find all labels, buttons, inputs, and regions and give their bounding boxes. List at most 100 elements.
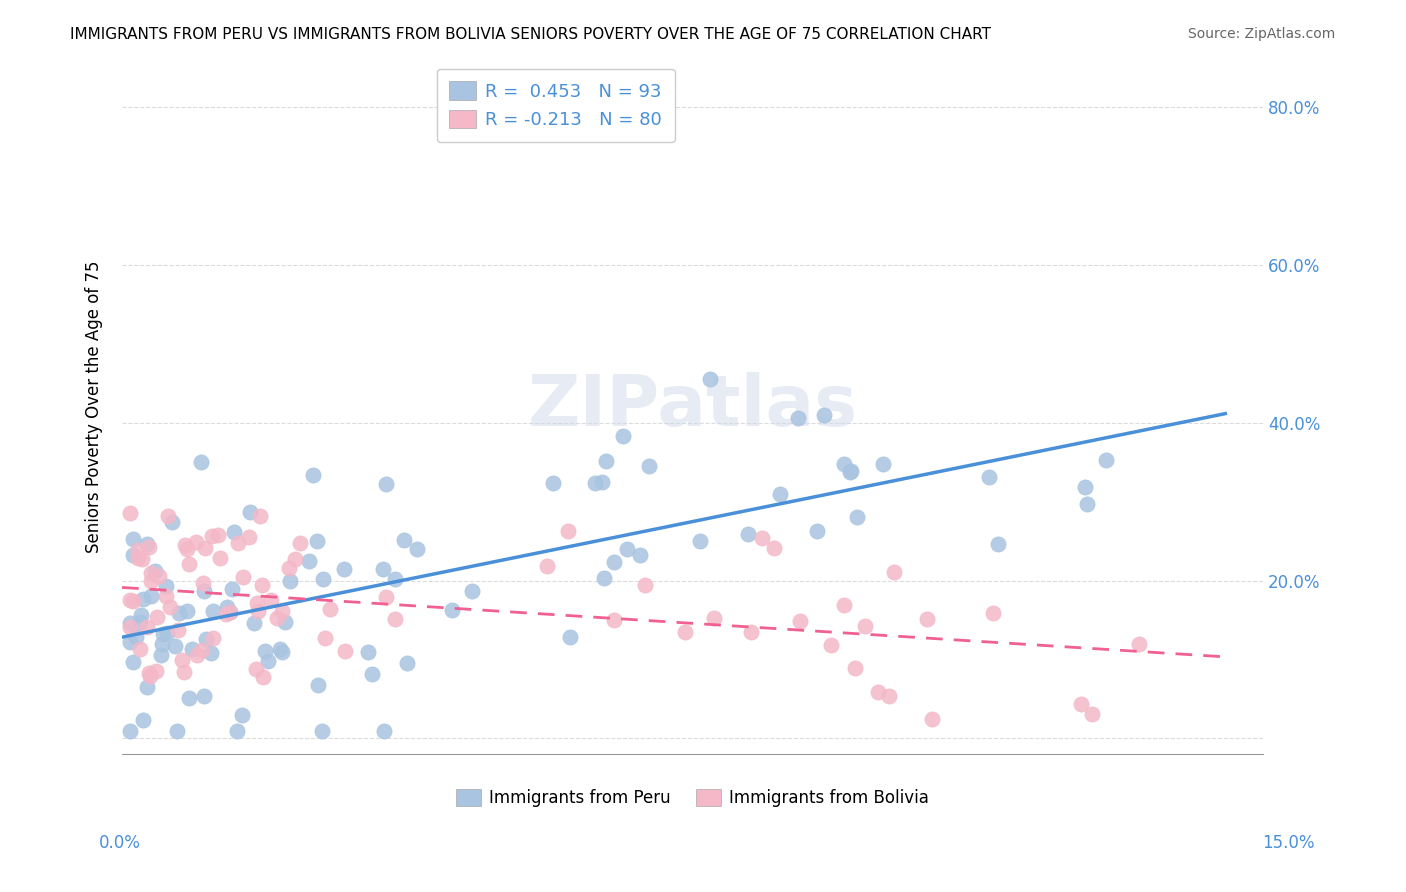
Point <box>583 476 606 491</box>
Point <box>121 533 143 547</box>
Point <box>786 411 808 425</box>
Point <box>333 562 356 576</box>
Point <box>207 528 229 542</box>
Point <box>883 565 905 579</box>
Point <box>373 562 395 576</box>
Point <box>266 610 288 624</box>
Point <box>396 656 419 670</box>
Point <box>1095 453 1118 467</box>
Point <box>190 455 212 469</box>
Point <box>186 535 208 549</box>
Point <box>150 648 173 662</box>
Point <box>122 593 145 607</box>
Point <box>201 529 224 543</box>
Point <box>319 601 342 615</box>
Point <box>202 631 225 645</box>
Point <box>357 645 380 659</box>
Point <box>769 487 792 501</box>
Point <box>603 555 626 569</box>
Point <box>136 537 159 551</box>
Text: Source: ZipAtlas.com: Source: ZipAtlas.com <box>1188 27 1336 41</box>
Point <box>536 558 558 573</box>
Point <box>269 642 291 657</box>
Point <box>190 643 212 657</box>
Point <box>180 642 202 657</box>
Point <box>122 656 145 670</box>
Point <box>136 620 159 634</box>
Point <box>813 408 835 422</box>
Point <box>221 582 243 596</box>
Point <box>278 561 301 575</box>
Point <box>139 566 162 580</box>
Y-axis label: Seniors Poverty Over the Age of 75: Seniors Poverty Over the Age of 75 <box>86 260 103 553</box>
Point <box>129 608 152 623</box>
Point <box>128 615 150 630</box>
Point <box>225 723 247 738</box>
Point <box>311 723 333 738</box>
Point <box>877 689 900 703</box>
Point <box>789 614 811 628</box>
Point <box>118 592 141 607</box>
Point <box>308 678 330 692</box>
Point <box>591 475 613 490</box>
Point <box>252 670 274 684</box>
Point <box>193 584 215 599</box>
Point <box>616 542 638 557</box>
Point <box>191 575 214 590</box>
Point <box>832 598 855 612</box>
Point <box>186 648 208 662</box>
Point <box>118 616 141 631</box>
Point <box>143 564 166 578</box>
Point <box>208 551 231 566</box>
Point <box>139 589 162 603</box>
Point <box>174 538 197 552</box>
Point <box>866 685 889 699</box>
Point <box>224 524 246 539</box>
Point <box>703 611 725 625</box>
Point <box>298 554 321 568</box>
Legend: Immigrants from Peru, Immigrants from Bolivia: Immigrants from Peru, Immigrants from Bo… <box>447 780 938 815</box>
Point <box>1128 637 1150 651</box>
Point <box>155 579 177 593</box>
Point <box>541 476 564 491</box>
Point <box>150 637 173 651</box>
Point <box>165 639 187 653</box>
Point <box>254 644 277 658</box>
Point <box>806 524 828 538</box>
Point <box>127 551 149 566</box>
Point <box>243 615 266 630</box>
Point <box>245 662 267 676</box>
Point <box>270 604 292 618</box>
Point <box>193 689 215 703</box>
Point <box>156 508 179 523</box>
Point <box>638 458 661 473</box>
Point <box>333 643 356 657</box>
Point <box>247 604 270 618</box>
Point <box>246 596 269 610</box>
Point <box>132 592 155 607</box>
Point <box>148 568 170 582</box>
Point <box>131 552 153 566</box>
Point <box>271 644 294 658</box>
Point <box>557 524 579 539</box>
Point <box>558 631 581 645</box>
Point <box>226 536 249 550</box>
Point <box>129 642 152 657</box>
Point <box>987 537 1010 551</box>
Point <box>737 526 759 541</box>
Point <box>392 533 415 547</box>
Point <box>238 530 260 544</box>
Point <box>853 618 876 632</box>
Point <box>260 593 283 607</box>
Point <box>633 578 655 592</box>
Point <box>177 558 200 572</box>
Point <box>122 548 145 562</box>
Point <box>1081 706 1104 721</box>
Point <box>375 477 398 491</box>
Point <box>612 429 634 443</box>
Point <box>839 464 862 478</box>
Point <box>740 625 762 640</box>
Point <box>249 508 271 523</box>
Point <box>360 666 382 681</box>
Point <box>167 624 190 638</box>
